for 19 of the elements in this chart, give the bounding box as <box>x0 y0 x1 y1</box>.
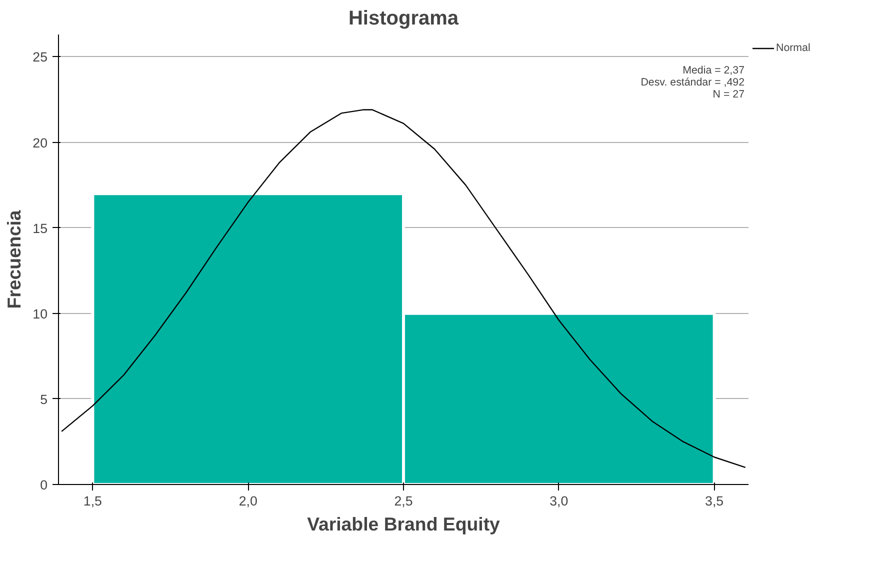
annotation: N = 27 <box>712 88 745 100</box>
x-tick-label: 3,5 <box>705 494 724 508</box>
x-tick-label: 2,0 <box>238 494 258 508</box>
y-tick-label: 5 <box>40 392 48 407</box>
y-axis-title: Frecuencia <box>4 210 25 309</box>
chart-title: Histograma <box>348 8 460 30</box>
y-tick-label: 10 <box>32 306 48 322</box>
annotation: Desv. estándar = ,492 <box>640 76 745 88</box>
x-tick-label: 3,0 <box>550 494 568 508</box>
line-series <box>61 109 746 468</box>
y-tick-label: 25 <box>32 50 48 65</box>
legend-label: Normal <box>776 42 810 54</box>
y-tick-label: 20 <box>32 135 48 150</box>
y-tick-label: 0 <box>40 478 48 492</box>
x-tick-label: 1,5 <box>83 494 102 508</box>
y-tick-label: 15 <box>32 220 48 236</box>
annotation: Media = 2,37 <box>682 64 745 76</box>
x-tick-label: 2,5 <box>394 494 413 508</box>
x-axis-title: Variable Brand Equity <box>307 514 501 534</box>
